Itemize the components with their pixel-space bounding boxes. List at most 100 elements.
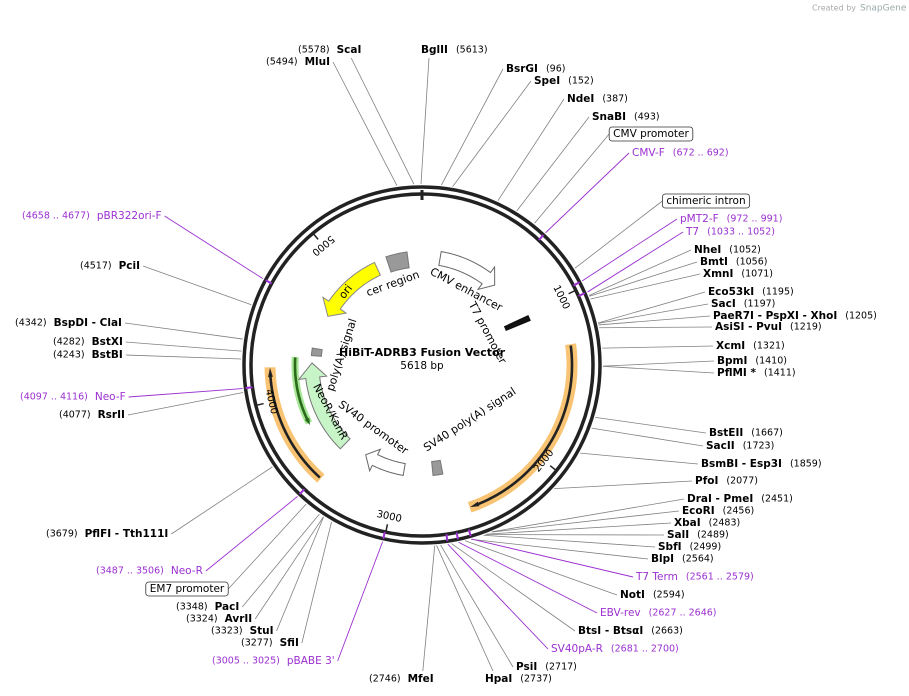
- leader-line: [491, 510, 680, 533]
- enzyme-name: PacI: [215, 601, 240, 613]
- leader-line: [458, 541, 598, 614]
- site-position: (1052): [729, 245, 761, 256]
- site-position: (972 .. 991): [727, 214, 783, 225]
- leader-line: [471, 538, 634, 578]
- primer-name: EBV-rev: [600, 607, 641, 619]
- enzyme-name: BspDI - ClaI: [54, 317, 122, 329]
- primer-name: CMV-F: [632, 147, 665, 159]
- primer-site: [467, 529, 472, 537]
- site-position: (2627 .. 2646): [649, 608, 717, 619]
- callout-label: EM7 promoter: [150, 583, 225, 595]
- site-position: (5578): [298, 45, 330, 56]
- leader-line: [598, 315, 711, 326]
- enzyme-name: HpaI: [485, 673, 512, 685]
- site-position: (1219): [790, 322, 822, 333]
- brand: SnapGene: [860, 4, 907, 14]
- callout-label: CMV promoter: [613, 128, 689, 140]
- leader-line: [483, 534, 656, 548]
- leader-line: [589, 261, 698, 297]
- leader-line: [545, 152, 630, 234]
- site-position: (5494): [266, 57, 298, 68]
- highlight-arc: [291, 356, 313, 425]
- feature-arcs: [264, 251, 578, 513]
- leader-line: [420, 57, 430, 185]
- site-position: (4342): [15, 318, 47, 329]
- site-position: (4658 .. 4677): [22, 211, 90, 222]
- site-position: (3487 .. 3506): [96, 566, 164, 577]
- site-position: (387): [602, 94, 628, 105]
- primer-name: SV40pA-R: [551, 643, 603, 655]
- primer-name: pBABE 3': [287, 655, 335, 667]
- site-position: (1667): [751, 428, 783, 439]
- tick-label: 5000: [310, 233, 337, 258]
- site-position: (1859): [790, 459, 822, 470]
- site-position: (2746): [369, 674, 401, 685]
- enzyme-name: SacI: [711, 298, 736, 310]
- primer-site: [298, 488, 306, 495]
- callout-box: [661, 193, 751, 209]
- feature-arrow: [322, 261, 382, 317]
- enzyme-name: PflMI *: [717, 367, 756, 379]
- enzyme-name: BglII: [421, 44, 448, 56]
- leader-line: [127, 392, 244, 416]
- site-position: (152): [568, 76, 594, 87]
- leader-line: [337, 541, 384, 662]
- site-position: (2564): [682, 554, 714, 565]
- site-position: (96): [546, 64, 566, 75]
- primer-name: Neo-R: [171, 565, 203, 577]
- site-position: (4517): [80, 261, 112, 272]
- enzyme-name: NotI: [620, 589, 645, 601]
- site-position: (4077): [59, 410, 91, 421]
- enzyme-name: BstXI: [92, 336, 123, 348]
- leader-line: [332, 61, 398, 186]
- map-size: 5618 bp: [400, 360, 444, 372]
- leader-line: [598, 303, 709, 324]
- leader-line: [486, 522, 672, 535]
- feature-arrow: [438, 251, 496, 291]
- leader-line: [581, 218, 678, 282]
- site-position: (1723): [743, 441, 775, 452]
- enzyme-name: BtsI - BtsαI: [578, 625, 643, 637]
- leader-line: [497, 98, 565, 201]
- site-position: (3324): [186, 614, 218, 625]
- site-position: (4243): [53, 350, 85, 361]
- site-position: (1411): [764, 368, 796, 379]
- site-position: (2489): [697, 530, 729, 541]
- primer-site: [578, 292, 586, 297]
- leader-line: [301, 521, 332, 644]
- enzyme-name: XcmI: [716, 340, 745, 352]
- leader-line: [470, 538, 649, 560]
- leader-line: [590, 273, 701, 300]
- primer-name: Neo-F: [95, 391, 126, 403]
- enzyme-name: PaeR7I - PspXI - XhoI: [713, 310, 837, 322]
- site-position: (3323): [211, 626, 243, 637]
- leader-line: [554, 480, 693, 490]
- leader-line: [588, 249, 692, 296]
- orf-arrow: [293, 357, 311, 425]
- leader-line: [350, 57, 415, 185]
- site-position: (2737): [520, 674, 552, 685]
- enzyme-name: PciI: [119, 260, 140, 272]
- site-position: (2077): [726, 476, 758, 487]
- enzyme-name: SacII: [706, 440, 735, 452]
- site-position: (2561 .. 2579): [686, 572, 754, 583]
- tick-mark: [568, 289, 577, 295]
- enzyme-name: AvrII: [225, 613, 253, 625]
- callout-label: chimeric intron: [666, 195, 745, 207]
- tick-mark: [549, 465, 557, 472]
- leader-line: [125, 354, 242, 360]
- leader-line: [241, 513, 320, 608]
- site-position: (1205): [845, 311, 877, 322]
- callout-box: [145, 581, 229, 597]
- enzyme-name: NdeI: [567, 93, 594, 105]
- leader-line: [580, 452, 699, 465]
- feature-arrow: [297, 362, 351, 450]
- leader-line: [205, 496, 298, 572]
- site-position: (3277): [241, 638, 273, 649]
- site-position: (2663): [651, 626, 683, 637]
- enzyme-name: PsiI: [516, 661, 537, 673]
- primer-site: [538, 234, 545, 241]
- enzyme-name: RsrII: [98, 409, 125, 421]
- leader-line: [451, 543, 576, 632]
